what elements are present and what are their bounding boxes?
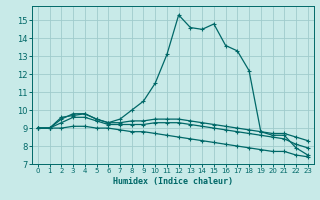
X-axis label: Humidex (Indice chaleur): Humidex (Indice chaleur) <box>113 177 233 186</box>
